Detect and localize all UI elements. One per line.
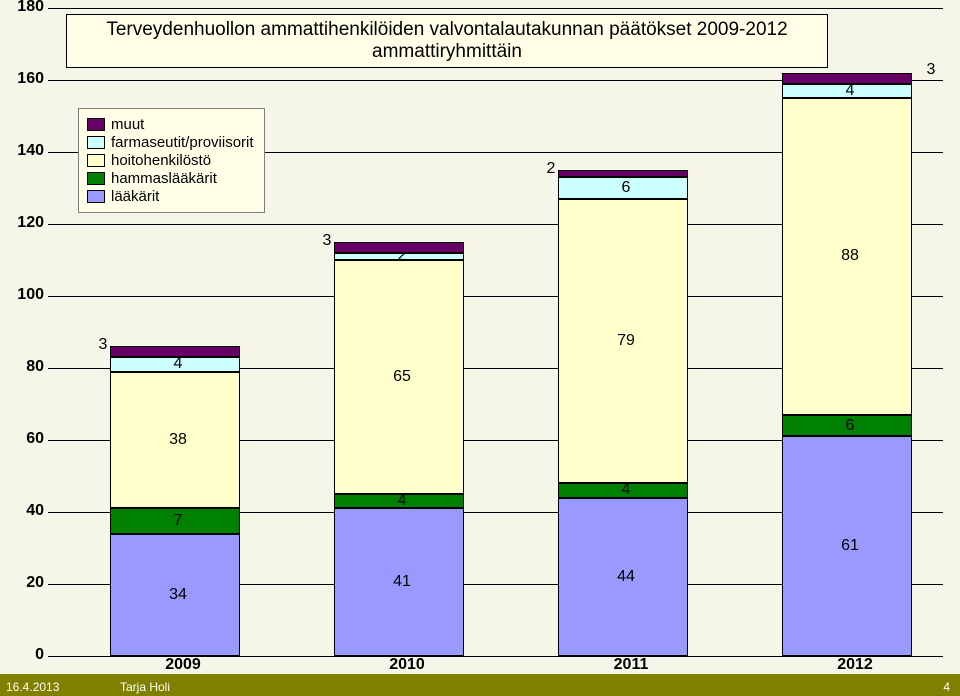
y-tick-label: 120 bbox=[0, 214, 44, 232]
gridline bbox=[48, 8, 943, 9]
seg-muut bbox=[110, 346, 240, 357]
seg-label-laakarit: 41 bbox=[387, 573, 417, 591]
seg-muut bbox=[334, 242, 464, 253]
legend-swatch bbox=[87, 136, 105, 149]
y-tick-label: 100 bbox=[0, 286, 44, 304]
y-tick-label: 80 bbox=[0, 358, 44, 376]
footer-page: 4 bbox=[943, 680, 950, 694]
seg-muut bbox=[782, 73, 912, 84]
x-tick-label: 2010 bbox=[377, 656, 437, 674]
seg-label-laakarit: 61 bbox=[835, 537, 865, 555]
seg-muut bbox=[558, 170, 688, 177]
footer-author: Tarja Holi bbox=[120, 680, 170, 694]
seg-label-hammaslaakarit: 6 bbox=[835, 417, 865, 435]
y-tick-label: 140 bbox=[0, 142, 44, 160]
y-tick-label: 180 bbox=[0, 0, 44, 16]
legend-box: muutfarmaseutit/proviisorithoitohenkilös… bbox=[78, 108, 265, 213]
y-tick-label: 40 bbox=[0, 502, 44, 520]
bar-2012: 6168843 bbox=[782, 73, 912, 656]
seg-label-muut: 3 bbox=[312, 232, 342, 250]
x-tick-label: 2012 bbox=[825, 656, 885, 674]
seg-label-hammaslaakarit: 4 bbox=[387, 492, 417, 510]
chart-title-line2: ammattiryhmittäin bbox=[77, 41, 817, 63]
page: 020406080100120140160180 347384341465234… bbox=[0, 0, 960, 696]
legend-label: lääkärit bbox=[111, 188, 159, 205]
y-tick-label: 60 bbox=[0, 430, 44, 448]
seg-label-hoitohenkilosto: 65 bbox=[387, 368, 417, 386]
seg-label-laakarit: 34 bbox=[163, 586, 193, 604]
legend-item: lääkärit bbox=[87, 188, 254, 205]
bar-2010: 4146523 bbox=[334, 242, 464, 656]
y-tick-label: 0 bbox=[0, 646, 44, 664]
seg-label-hoitohenkilosto: 38 bbox=[163, 431, 193, 449]
legend-label: muut bbox=[111, 116, 144, 133]
footer-date: 16.4.2013 bbox=[6, 680, 59, 694]
legend-item: hammaslääkärit bbox=[87, 170, 254, 187]
legend-swatch bbox=[87, 190, 105, 203]
seg-label-muut: 2 bbox=[536, 160, 566, 178]
seg-label-hoitohenkilosto: 88 bbox=[835, 247, 865, 265]
x-tick-label: 2011 bbox=[601, 656, 661, 674]
legend-item: farmaseutit/proviisorit bbox=[87, 134, 254, 151]
bar-2011: 4447962 bbox=[558, 170, 688, 656]
seg-label-hoitohenkilosto: 79 bbox=[611, 332, 641, 350]
x-tick-label: 2009 bbox=[153, 656, 213, 674]
seg-label-farmaseutit: 6 bbox=[611, 179, 641, 197]
chart-title-line1: Terveydenhuollon ammattihenkilöiden valv… bbox=[77, 19, 817, 41]
legend-label: hammaslääkärit bbox=[111, 170, 217, 187]
legend-label: farmaseutit/proviisorit bbox=[111, 134, 254, 151]
legend-item: muut bbox=[87, 116, 254, 133]
chart-title-box: Terveydenhuollon ammattihenkilöiden valv… bbox=[66, 14, 828, 68]
seg-label-farmaseutit: 4 bbox=[835, 82, 865, 100]
y-tick-label: 20 bbox=[0, 574, 44, 592]
legend-label: hoitohenkilöstö bbox=[111, 152, 211, 169]
legend-swatch bbox=[87, 172, 105, 185]
legend-swatch bbox=[87, 154, 105, 167]
seg-label-muut: 3 bbox=[916, 61, 946, 79]
seg-label-hammaslaakarit: 7 bbox=[163, 512, 193, 530]
chart-area: 020406080100120140160180 347384341465234… bbox=[0, 0, 960, 696]
legend-swatch bbox=[87, 118, 105, 131]
seg-label-laakarit: 44 bbox=[611, 568, 641, 586]
y-tick-label: 160 bbox=[0, 70, 44, 88]
plot-region: 3473843414652344479626168843 bbox=[48, 8, 943, 656]
legend-item: hoitohenkilöstö bbox=[87, 152, 254, 169]
bar-2009: 3473843 bbox=[110, 346, 240, 656]
seg-label-muut: 3 bbox=[88, 336, 118, 354]
seg-label-farmaseutit: 4 bbox=[163, 355, 193, 373]
seg-label-hammaslaakarit: 4 bbox=[611, 481, 641, 499]
